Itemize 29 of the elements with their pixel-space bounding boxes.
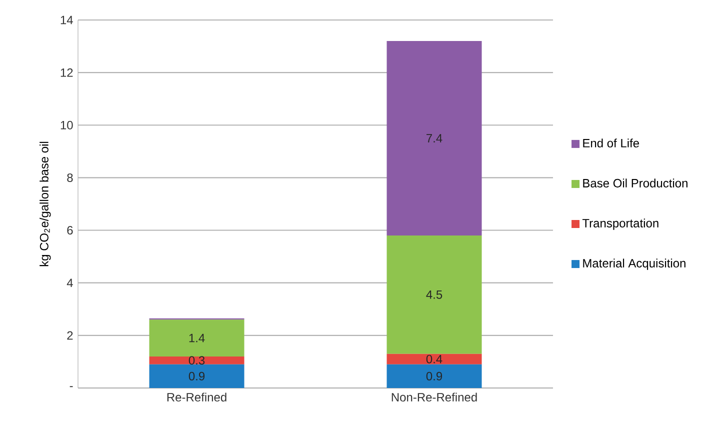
data-label: 0.4 — [426, 354, 442, 364]
bar — [149, 364, 244, 388]
data-label: 0.9 — [426, 372, 442, 380]
bar — [386, 364, 482, 388]
y-tick-label: 4 — [66, 278, 73, 287]
data-label: 1.4 — [189, 334, 205, 342]
data-label: 0.9 — [188, 372, 205, 380]
data-label: 7.4 — [426, 134, 442, 142]
y-tick-label: 10 — [60, 120, 73, 130]
data-label: 0.3 — [188, 356, 205, 365]
y-axis-title: kg CO$_{2}$e/gallon base oil — [40, 142, 51, 266]
bar — [149, 320, 244, 356]
x-tick-label: Non-Re-Refined — [392, 392, 477, 402]
y-tick-label: 12 — [60, 68, 73, 77]
bar — [386, 236, 482, 354]
y-tick-label: 14 — [60, 16, 73, 24]
bar — [386, 41, 482, 236]
y-tick-label: 2 — [67, 331, 73, 340]
x-tick-label: Re-Refined — [167, 392, 226, 402]
legend-label: Base Oil Production — [583, 178, 688, 188]
legend-label: End of Life — [583, 138, 640, 148]
bar — [149, 356, 244, 364]
y-tick-label: - — [70, 386, 73, 388]
legend-label: Transportation — [582, 218, 658, 230]
data-label: 4.5 — [426, 290, 442, 299]
legend-label: Material Acquisition — [583, 258, 686, 270]
y-tick-label: 6 — [67, 226, 73, 235]
bar — [386, 354, 482, 364]
y-tick-label: 8 — [67, 173, 73, 182]
